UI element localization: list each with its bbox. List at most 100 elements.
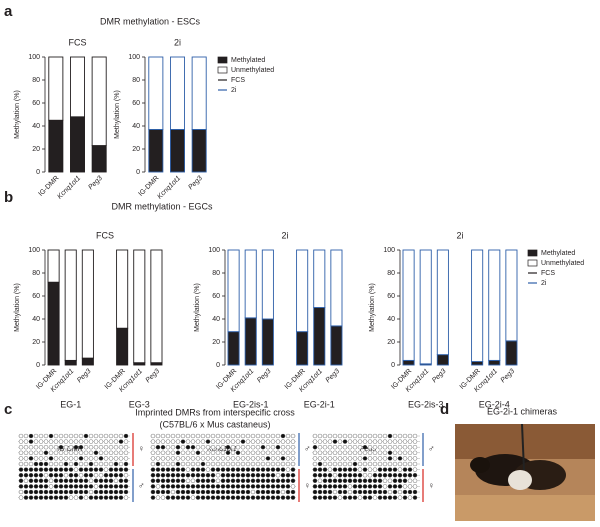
cpg [78,445,84,450]
cpg [225,484,231,489]
cpg [337,433,343,439]
cpg [175,473,181,478]
cpg [240,489,246,495]
cpg [397,489,403,495]
bar-segment [47,249,60,283]
cpg [215,450,221,455]
cpg [265,439,271,444]
cpg-grid [18,433,130,500]
cpg [270,478,276,483]
cpg [412,473,418,478]
cpg [38,433,44,439]
cpg [215,445,221,450]
cpg [220,478,226,483]
cpg [113,433,119,439]
cpg [382,439,388,444]
cpg [250,495,256,500]
x-tick-label: Peg3 [145,368,162,385]
cpg [155,450,161,455]
bar-segment [148,128,164,173]
y-tick-label: 0 [391,362,395,369]
cpg [275,489,281,495]
cpg [113,489,119,495]
cpg [68,467,74,472]
cpg [118,484,124,489]
cpg [160,484,166,489]
chart-title: 2i [174,37,181,47]
cpg [205,495,211,500]
cpg [362,433,368,439]
cpg [43,445,49,450]
cpg [362,461,368,467]
cpg [200,456,206,461]
panel-heading: (C57BL/6 x Mus castaneus) [159,419,270,429]
cpg [123,495,129,500]
cpg [190,433,196,439]
panel-label: d [440,401,449,418]
bar-segment [313,307,326,366]
cpg [250,439,256,444]
y-tick-label: 0 [136,169,140,176]
cpg [48,445,54,450]
cpg [317,495,323,500]
y-tick-label: 40 [32,123,40,130]
cpg [280,450,286,455]
cpg [357,439,363,444]
cpg [53,467,59,472]
y-tick-label: 20 [32,339,40,346]
cpg [68,461,74,467]
bar-segment [227,249,240,333]
cpg [280,456,286,461]
cpg [407,484,413,489]
cpg [83,450,89,455]
cpg [372,461,378,467]
cpg [170,478,176,483]
cpg [225,478,231,483]
cpg [63,450,69,455]
cpg [347,456,353,461]
locus-label: Peg3 [360,446,376,453]
cpg [220,489,226,495]
cpg [407,433,413,439]
cpg [58,461,64,467]
cpg [387,433,393,439]
cpg [240,445,246,450]
cpg [235,433,241,439]
cpg [412,461,418,467]
cpg [332,456,338,461]
cpg [387,489,393,495]
cpg [118,456,124,461]
legend-swatch [527,249,538,257]
bar-segment [261,318,274,366]
cpg [185,473,191,478]
cpg [265,489,271,495]
cpg [200,484,206,489]
cpg [28,478,34,483]
cpg [78,478,84,483]
cpg [225,456,231,461]
cpg [235,495,241,500]
cpg [200,433,206,439]
panel-heading: DMR methylation - EGCs [111,201,213,211]
cpg [58,439,64,444]
cpg [68,484,74,489]
cpg [382,450,388,455]
cpg [33,489,39,495]
cpg [382,445,388,450]
legend-label: FCS [231,77,245,84]
cpg [33,484,39,489]
cpg [402,467,408,472]
sex-symbol: ♂ [138,480,145,490]
cpg [392,473,398,478]
cpg [352,461,358,467]
cpg [175,450,181,455]
cpg [53,433,59,439]
bar-segment [244,249,257,319]
cpg [150,473,156,478]
y-tick-label: 40 [212,316,220,323]
cpg [23,467,29,472]
bar-segment [488,249,501,361]
cpg [372,445,378,450]
cpg [260,478,266,483]
